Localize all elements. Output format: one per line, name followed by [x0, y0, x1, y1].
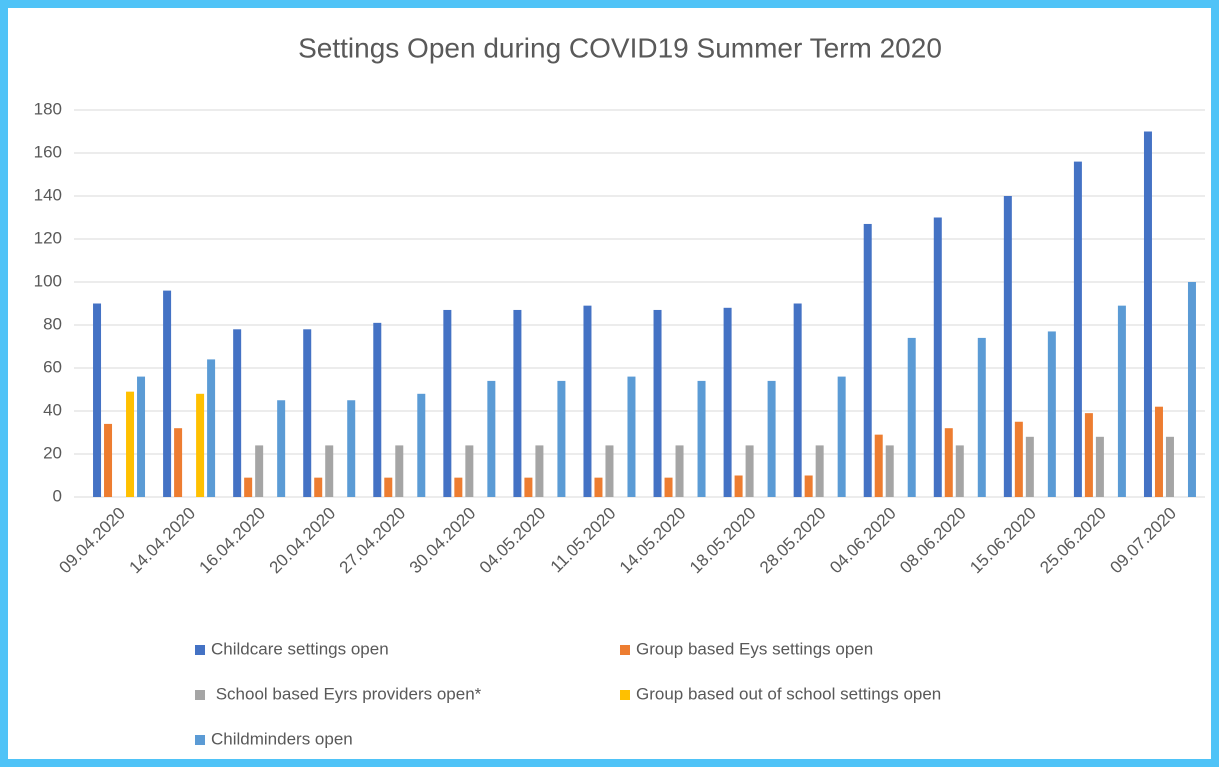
- legend-swatch: [620, 645, 630, 655]
- bar: [627, 376, 636, 497]
- bar: [815, 445, 824, 497]
- bar: [196, 393, 205, 497]
- bar: [697, 380, 706, 497]
- bar: [804, 475, 813, 497]
- bar: [745, 445, 754, 497]
- bar: [664, 477, 673, 497]
- bar: [454, 477, 463, 497]
- bar: [1073, 161, 1082, 497]
- y-tick-label: 0: [53, 486, 62, 505]
- bar: [255, 445, 264, 497]
- bar: [277, 400, 286, 497]
- bar: [244, 477, 253, 497]
- legend-label: Group based out of school settings open: [636, 684, 941, 703]
- y-tick-label: 100: [34, 271, 62, 290]
- y-tick-label: 120: [34, 228, 62, 247]
- legend-label: Childminders open: [211, 729, 353, 748]
- bar: [126, 391, 135, 497]
- bar: [675, 445, 684, 497]
- bar: [1014, 421, 1023, 497]
- bar: [1003, 196, 1012, 497]
- y-tick-label: 20: [43, 443, 62, 462]
- bar: [384, 477, 393, 497]
- bar: [1095, 436, 1104, 497]
- bar: [417, 393, 426, 497]
- legend-swatch: [620, 690, 630, 700]
- bar: [137, 376, 146, 497]
- bar: [465, 445, 474, 497]
- bar: [395, 445, 404, 497]
- bar: [907, 337, 916, 497]
- legend-swatch: [195, 645, 205, 655]
- y-tick-label: 40: [43, 400, 62, 419]
- bar: [723, 307, 732, 497]
- bar: [977, 337, 986, 497]
- bar: [347, 400, 356, 497]
- bar: [1117, 305, 1126, 497]
- bar: [513, 309, 522, 497]
- y-tick-label: 60: [43, 357, 62, 376]
- bar: [535, 445, 544, 497]
- bar: [1165, 436, 1174, 497]
- bar: [793, 303, 802, 497]
- bar: [605, 445, 614, 497]
- bar: [767, 380, 776, 497]
- bar: [373, 322, 382, 497]
- bar: [163, 290, 172, 497]
- bar: [1047, 331, 1056, 497]
- bar: [944, 428, 953, 497]
- bar: [653, 309, 662, 497]
- bar: [174, 428, 183, 497]
- bar: [933, 217, 942, 497]
- bar: [487, 380, 496, 497]
- bar: [233, 329, 242, 497]
- legend-label: Childcare settings open: [211, 639, 389, 658]
- bar: [557, 380, 566, 497]
- bar: [583, 305, 592, 497]
- y-tick-label: 180: [34, 99, 62, 118]
- y-tick-label: 140: [34, 185, 62, 204]
- bar: [303, 329, 312, 497]
- bar: [443, 309, 452, 497]
- bar: [524, 477, 533, 497]
- bar: [885, 445, 894, 497]
- legend-swatch: [195, 690, 205, 700]
- bar: [874, 434, 883, 497]
- bar: [1187, 282, 1196, 497]
- bar: [104, 423, 113, 497]
- bar: [207, 359, 216, 497]
- bar: [1084, 413, 1093, 497]
- y-tick-label: 160: [34, 142, 62, 161]
- bar: [837, 376, 846, 497]
- bar: [1143, 131, 1152, 497]
- bar: [325, 445, 334, 497]
- y-tick-label: 80: [43, 314, 62, 333]
- bar: [1025, 436, 1034, 497]
- chart-title: Settings Open during COVID19 Summer Term…: [298, 32, 942, 63]
- legend-label: School based Eyrs providers open*: [211, 684, 482, 703]
- bar: [955, 445, 964, 497]
- legend-label: Group based Eys settings open: [636, 639, 873, 658]
- bar: [734, 475, 743, 497]
- bar: [1154, 406, 1163, 497]
- legend-swatch: [195, 735, 205, 745]
- bar: [314, 477, 323, 497]
- bar: [93, 303, 102, 497]
- bar: [594, 477, 603, 497]
- bar: [863, 223, 872, 497]
